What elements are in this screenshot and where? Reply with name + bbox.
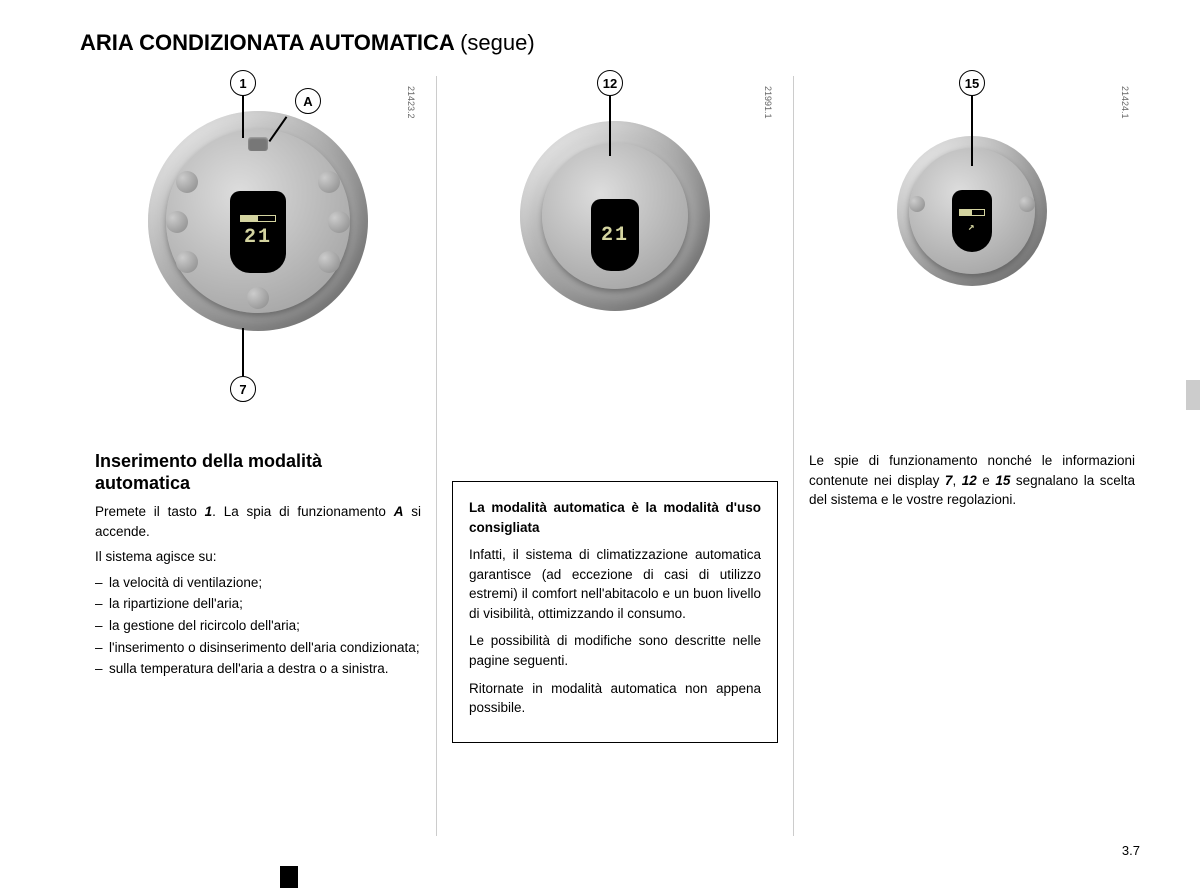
columns: 21423.2 1 A 7 21 AUTO — [80, 76, 1150, 836]
ac-button — [318, 251, 340, 273]
list-item: sulla temperatura dell'aria a destra o a… — [109, 659, 421, 679]
display-7: 21 — [230, 191, 286, 273]
t: Premete il tasto — [95, 504, 205, 519]
photo-code-2: 21991.1 — [763, 86, 773, 119]
page-number: 3.7 — [1122, 843, 1140, 858]
list-item: la gestione del ricircolo dell'aria; — [109, 616, 421, 636]
display-15: ↗ — [952, 190, 992, 252]
defrost-button — [176, 251, 198, 273]
title-main: ARIA CONDIZIONATA AUTOMATICA — [80, 30, 454, 55]
figure-3: 21424.1 15 ↗ — [809, 76, 1135, 441]
ref-15: 15 — [995, 473, 1010, 488]
list-item: l'inserimento o disinserimento dell'aria… — [109, 638, 421, 658]
callout-15: 15 — [959, 70, 985, 96]
ref-A: A — [394, 504, 404, 519]
infobox-heading: La modalità automatica è la modalità d'u… — [469, 498, 761, 537]
page-title: ARIA CONDIZIONATA AUTOMATICA (segue) — [80, 30, 1150, 56]
column-1: 21423.2 1 A 7 21 AUTO — [80, 76, 437, 836]
footer-mark — [280, 866, 298, 888]
leader-7 — [242, 328, 244, 376]
column-3: 21424.1 15 ↗ Le spie di funzio — [794, 76, 1150, 836]
climate-knob-center: 21 — [520, 121, 710, 311]
t: e — [977, 473, 996, 488]
climate-knob-full: 21 AUTO — [148, 111, 368, 331]
col1-p2: Il sistema agisce su: — [95, 547, 421, 567]
bullet-list: la velocità di ventilazione; la ripartiz… — [95, 573, 421, 679]
list-item: la ripartizione dell'aria; — [109, 594, 421, 614]
col3-body: Le spie di funzionamento nonché le infor… — [809, 451, 1135, 510]
callout-A: A — [295, 88, 321, 114]
photo-code-1: 21423.2 — [406, 86, 416, 119]
figure-1: 21423.2 1 A 7 21 AUTO — [95, 76, 421, 441]
knob-ring: 21 — [542, 143, 688, 289]
info-box: La modalità automatica è la modalità d'u… — [452, 481, 778, 743]
t: . La spia di funzionamento — [212, 504, 394, 519]
col3-p1: Le spie di funzionamento nonché le infor… — [809, 451, 1135, 510]
mode-icon — [1019, 196, 1035, 212]
leader-1 — [242, 96, 244, 138]
knob-ring: ↗ — [909, 148, 1035, 274]
photo-code-3: 21424.1 — [1120, 86, 1130, 119]
callout-12: 12 — [597, 70, 623, 96]
title-cont: (segue) — [460, 30, 535, 55]
infobox-p2: Le possibilità di modifiche sono descrit… — [469, 631, 761, 670]
display-12: 21 — [591, 199, 639, 271]
fan-button — [166, 211, 188, 233]
fan-bar-icon — [240, 215, 276, 222]
subhead-auto-mode: Inserimento della modalità automatica — [95, 451, 421, 494]
col1-body: Premete il tasto 1. La spia di funzionam… — [95, 502, 421, 679]
knob-ring: 21 — [166, 129, 350, 313]
t: , — [952, 473, 961, 488]
page: ARIA CONDIZIONATA AUTOMATICA (segue) 214… — [0, 0, 1200, 888]
section-tab — [1186, 380, 1200, 410]
ref-12: 12 — [962, 473, 977, 488]
fan-icon — [909, 196, 925, 212]
leader-15 — [971, 96, 973, 166]
infobox-p3: Ritornate in modalità automatica non app… — [469, 679, 761, 718]
airflow-icon: ↗ — [968, 220, 977, 234]
infobox-p1: Infatti, il sistema di climatizzazione a… — [469, 545, 761, 623]
mode-button — [328, 211, 350, 233]
callout-7: 7 — [230, 376, 256, 402]
temp-value: 21 — [601, 224, 629, 247]
col1-p1: Premete il tasto 1. La spia di funzionam… — [95, 502, 421, 541]
figure-2: 21991.1 12 21 — [452, 76, 778, 441]
rear-defrost-button — [247, 287, 269, 309]
callout-1: 1 — [230, 70, 256, 96]
max-button — [176, 171, 198, 193]
recirc-button — [318, 171, 340, 193]
fan-bar-icon — [959, 209, 985, 216]
auto-button — [248, 137, 268, 151]
leader-12 — [609, 96, 611, 156]
temp-value: 21 — [244, 226, 272, 249]
column-2: 21991.1 12 21 La modalità automatica è l… — [437, 76, 794, 836]
list-item: la velocità di ventilazione; — [109, 573, 421, 593]
